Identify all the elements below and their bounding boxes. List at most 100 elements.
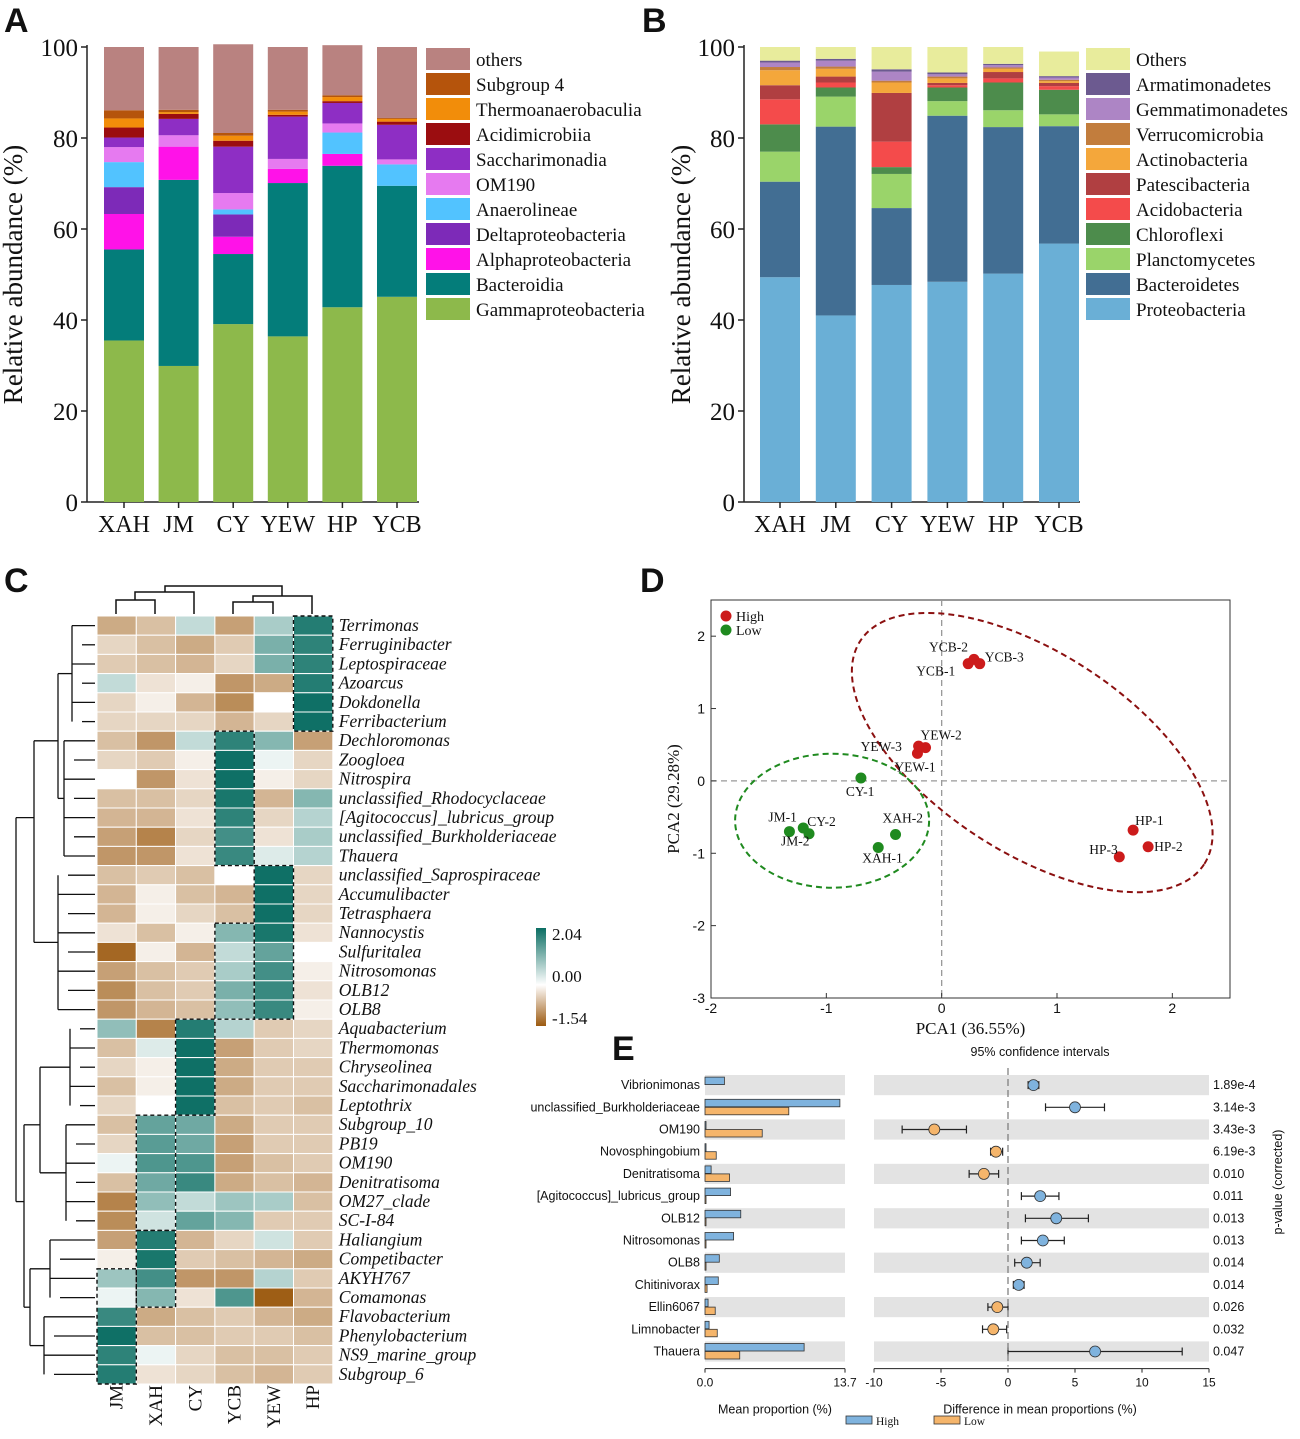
heatmap-row-label: Subgroup_10: [339, 1114, 433, 1134]
bar-segment: [815, 96, 856, 127]
heatmap-cell: [135, 1057, 177, 1078]
difference-point: [1027, 1079, 1040, 1091]
heatmap-row-label: Sulfuritalea: [339, 941, 422, 961]
legend-swatch: [845, 1415, 873, 1425]
point-label: YEW-3: [861, 739, 902, 754]
legend-swatch: [426, 298, 470, 320]
legend-label: Deltaproteobacteria: [476, 225, 626, 246]
bar-segment: [322, 97, 363, 102]
bar-segment: [104, 118, 144, 128]
panel-label-d: D: [640, 562, 665, 600]
y-tick-label: 2: [697, 628, 705, 644]
panel-a: 0 20 40 60 80 100 Relative abundance (%) XAH JM C…: [0, 35, 645, 538]
heatmap-cell: [135, 922, 177, 943]
row-band-left: [705, 1297, 845, 1318]
legend-swatch: [933, 1415, 961, 1425]
heatmap-row-label: Ferruginibacter: [338, 634, 452, 654]
heatmap-cell: [253, 1229, 294, 1251]
legend-swatch: [1086, 123, 1130, 145]
taxon-label: Ellin6067: [649, 1300, 700, 1314]
bar-segment: [983, 47, 1024, 64]
panel-e: Vibrionimonas 1.89e-4 unclassified_Burkhol…: [530, 1045, 1285, 1428]
y-tick-label: 60: [53, 217, 78, 244]
bar-segment: [927, 47, 968, 73]
column-dendrogram: [164, 585, 283, 596]
heatmap-cell: [253, 1287, 294, 1308]
taxon-label: Denitratisoma: [623, 1167, 700, 1181]
row-band-right: [874, 1252, 1209, 1273]
left-x-tick-label: 0.0: [697, 1376, 714, 1390]
y-tick-label: 1: [697, 701, 705, 717]
heatmap-cell: [135, 692, 177, 713]
x-tick-label: -1: [820, 1000, 833, 1016]
heatmap-cell: [214, 941, 255, 963]
point-label: YCB-2: [929, 639, 968, 654]
heatmap-cell: [96, 980, 137, 1001]
heatmap-cell: [214, 1057, 255, 1078]
bar-segment: [983, 63, 1024, 66]
heatmap-cell: [175, 653, 216, 675]
heatmap-cell: [135, 1114, 177, 1135]
heatmap-cell: [175, 788, 216, 809]
y-tick-label: 0: [723, 490, 736, 517]
bar-segment: [871, 173, 912, 209]
legend-label: Proteobacteria: [1136, 300, 1246, 321]
bar-high: [704, 1276, 719, 1285]
heatmap-row-label: Dokdonella: [338, 692, 421, 712]
p-value: 0.026: [1213, 1300, 1244, 1314]
y-tick-label: 40: [53, 308, 78, 335]
panel-label-a: A: [4, 2, 29, 40]
bar-segment: [104, 340, 144, 502]
bar-segment: [983, 273, 1024, 502]
heatmap-cell: [175, 1268, 216, 1289]
legend-label: Gammaproteobacteria: [476, 300, 645, 321]
bar-segment: [267, 336, 308, 502]
legend-swatch: [1086, 48, 1130, 70]
heatmap-cell: [96, 1268, 137, 1289]
heatmap-cell: [214, 1287, 255, 1308]
bar-segment: [1039, 79, 1079, 82]
heatmap-row-label: Thermomonas: [339, 1037, 439, 1057]
heatmap-cell: [214, 980, 255, 1001]
heatmap-cell: [96, 1095, 137, 1116]
heatmap-row-label: Ferribacterium: [338, 711, 447, 731]
colorbar-min-label: -1.54: [552, 1009, 588, 1028]
legend-label: Thermoanaerobaculia: [476, 100, 642, 121]
difference-point: [1069, 1101, 1081, 1114]
bar-segment: [322, 132, 363, 154]
heatmap-cell: [214, 1037, 255, 1059]
heatmap-cell: [293, 980, 334, 1001]
heatmap-cell: [135, 1172, 177, 1193]
heatmap-cell: [96, 845, 137, 867]
bar-segment: [760, 47, 800, 61]
heatmap-cell: [96, 1210, 137, 1231]
bar-segment: [213, 44, 254, 133]
bar-segment: [815, 126, 856, 316]
heatmap-cell: [214, 903, 255, 924]
heatmap-row-label: OM27_clade: [339, 1191, 431, 1211]
heatmap-cell: [96, 865, 137, 886]
heatmap-row-label: Azoarcus: [338, 673, 404, 693]
point-label: XAH-2: [883, 810, 924, 825]
bar-segment: [267, 111, 308, 115]
y-axis-title: PCA2 (29.28%): [664, 744, 683, 854]
heatmap-cell: [175, 1114, 216, 1135]
scatter-point: [855, 772, 867, 784]
p-value: 1.89e-4: [1213, 1078, 1255, 1092]
heatmap-cell: [96, 653, 137, 675]
scatter-point: [783, 826, 795, 838]
taxon-label: Novosphingobium: [600, 1145, 700, 1159]
panel-c: TerrimonasFerruginibacterLeptospiraceaeA…: [15, 585, 588, 1428]
heatmap-cell: [253, 1076, 294, 1097]
heatmap-cell: [253, 961, 294, 982]
point-label: XAH-1: [862, 850, 903, 865]
heatmap-cell: [214, 673, 255, 694]
heatmap-row-label: Zoogloea: [339, 749, 405, 769]
legend-label: Acidobacteria: [1136, 200, 1243, 221]
scatter-point: [872, 841, 884, 853]
bar-segment: [871, 47, 912, 70]
column-dendrogram: [232, 601, 274, 614]
legend-label: High: [736, 610, 764, 625]
y-tick-label: 100: [41, 35, 79, 62]
row-band-left: [705, 1252, 845, 1273]
